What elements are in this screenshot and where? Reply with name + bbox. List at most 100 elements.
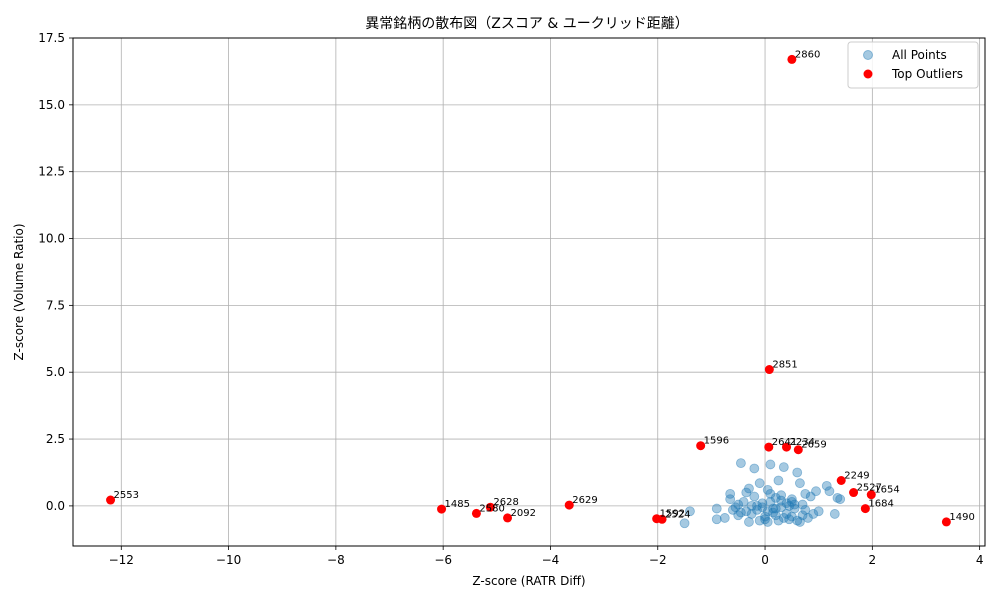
all-points-marker [727,505,738,515]
y-tick-label: 15.0 [38,98,65,112]
all-points-marker [821,480,832,491]
all-points-marker [736,507,746,518]
all-points-marker [800,505,811,515]
all-points-marker [829,509,840,519]
all-points-marker [781,498,792,509]
legend-marker-top-outliers [863,69,873,79]
all-points-marker [800,488,811,499]
all-points-marker [832,492,843,503]
all-points-marker [679,518,690,529]
all-points-marker [824,486,835,497]
y-axis-ticks: 0.0 2.5 5.0 7.5 10.0 12.5 15.0 17.5 [38,31,73,513]
x-tick-label: −10 [216,553,241,567]
all-points-marker [770,492,781,503]
outlier-marker [764,365,774,375]
all-points-marker [835,494,846,505]
legend-label-top-outliers: Top Outliers [891,67,963,81]
all-points-marker [784,514,795,525]
outlier-marker [106,495,116,505]
all-points-marker [786,494,797,505]
all-points-marker [741,506,752,517]
x-axis-label: Z-score (RATR Diff) [472,574,585,588]
outlier-id-label: 1684 [868,499,893,510]
outlier-marker [657,514,667,524]
outlier-id-label: 1654 [874,485,899,496]
all-points-marker [760,514,770,525]
all-points-marker [795,517,805,527]
y-tick-label: 17.5 [38,31,65,45]
outlier-id-label: 2553 [114,490,139,501]
outlier-id-label: 2641 [772,437,797,448]
outlier-marker [485,502,495,512]
all-points-marker [762,517,773,527]
all-points-marker [765,488,776,499]
outlier-id-label: 2234 [790,437,815,448]
all-points-marker [738,496,749,507]
legend-label-all-points: All Points [892,48,947,62]
all-points-marker [781,509,792,519]
all-points-marker [778,513,789,523]
outlier-id-label: 2527 [857,483,882,494]
outlier-id-label: 2629 [572,495,597,506]
y-tick-label: 7.5 [46,298,65,312]
outlier-id-label: 1596 [704,436,729,447]
all-points-marker [765,496,776,507]
all-points-marker [711,514,722,525]
all-points-marker [762,484,773,495]
outlier-id-label: 1485 [445,499,470,510]
outlier-marker [437,504,447,514]
all-points-marker [757,498,768,509]
y-tick-label: 5.0 [46,365,65,379]
y-tick-label: 10.0 [38,232,65,246]
outlier-marker [696,441,706,451]
all-points-marker [776,490,787,501]
all-points-marker [752,500,762,511]
all-points-marker [754,515,765,526]
x-tick-label: 4 [976,553,984,567]
all-points-marker [805,491,816,502]
x-tick-label: 2 [869,553,877,567]
all-points-marker [685,506,695,517]
all-points-marker [757,502,768,513]
all-points-marker [789,503,800,514]
all-points-marker [741,487,752,498]
all-points-marker [760,511,770,522]
all-points-marker [776,495,787,506]
all-points-marker [733,510,744,521]
all-points-marker [711,503,722,514]
all-points-marker [749,491,760,502]
all-points-marker [752,505,762,515]
outlier-id-label: 2851 [772,360,797,371]
outlier-marker [793,445,803,455]
all-points-marker [786,511,797,522]
outlier-marker [764,442,774,452]
outlier-id-label: 2860 [795,49,820,60]
all-points-marker [754,478,765,489]
x-axis-ticks: −12 −10 −8 −6 −4 −2 0 2 4 [109,546,984,567]
all-points-marker [776,502,787,513]
outlier-id-label: 2659 [801,440,826,451]
x-tick-label: −2 [649,553,667,567]
outlier-marker [782,442,792,452]
outlier-marker [471,508,481,518]
all-points-marker [795,478,805,489]
all-points-marker [778,462,789,473]
all-points-marker [792,467,803,478]
all-points-marker [765,459,776,470]
outlier-marker [849,488,859,498]
all-points-marker [789,499,800,510]
outlier-marker [503,513,513,523]
x-tick-label: 0 [761,553,769,567]
all-points-marker [770,510,781,521]
legend-box [847,41,979,89]
all-points-marker [797,510,808,521]
all-points-marker [733,499,744,510]
outlier-marker [860,504,870,514]
all-points-marker [744,483,754,494]
outlier-id-label: 2580 [479,503,504,514]
outlier-marker [564,500,574,510]
y-axis-label: Z-score (Volume Ratio) [12,223,26,360]
all-points-marker [813,506,824,517]
